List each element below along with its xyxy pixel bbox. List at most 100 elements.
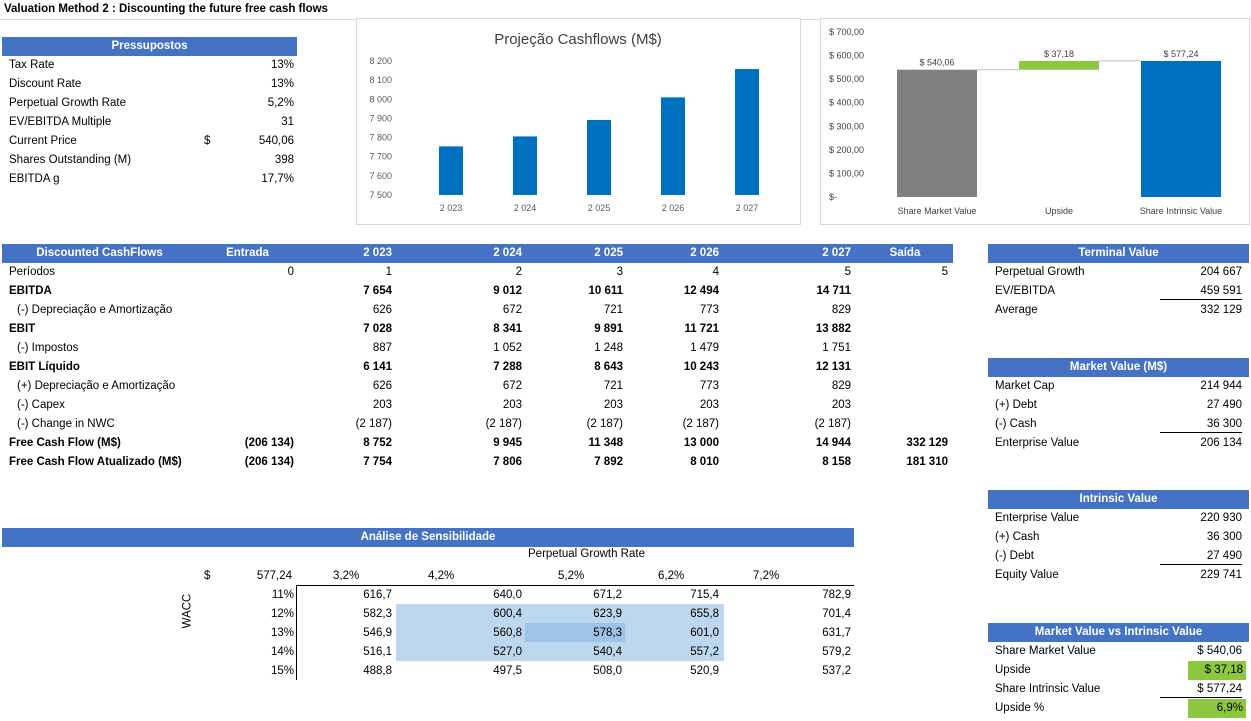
assumption-label: EV/EBITDA Multiple [9,116,112,128]
bar [735,69,759,195]
dcf-cell [848,339,948,358]
sensitivity-cell: 640,0 [493,589,522,601]
mvi-row-label: Share Market Value [995,645,1096,657]
assumption-label: EBITDA g [9,173,60,185]
dcf-cell: 626 [372,380,392,392]
dcf-cell: 7 754 [363,456,392,468]
sensitivity-row-header: 13% [270,627,294,639]
assumptions-header: Pressupostos [2,37,297,56]
dcf-cell: 626 [372,304,392,316]
dcf-cell: 3 [616,266,623,278]
mvi-row-value: 6,9% [1188,699,1246,718]
bar [587,119,611,195]
waterfall-bar [1141,60,1221,198]
dcf-cell: (2 187) [355,418,392,430]
dcf-cell: 773 [699,304,719,316]
dcf-cell: 1 248 [594,342,623,354]
intrinsic-row-label: Enterprise Value [995,512,1080,524]
dcf-cell: 181 310 [906,456,948,468]
x-tick-label: 2 026 [662,203,685,213]
assumption-label: Discount Rate [9,78,82,90]
dcf-cell: 7 654 [363,285,392,297]
dcf-cell: 0 [287,266,294,278]
y-tick-label: $ 200,00 [829,145,864,155]
y-tick-label: 8 100 [369,75,392,85]
dcf-cell: 672 [502,380,522,392]
market-row-label: (+) Debt [995,399,1037,411]
dcf-cell: 9 012 [493,285,522,297]
dcf-cell: 13 882 [815,323,851,335]
dcf-cell [194,339,294,358]
dcf-cell: 773 [699,380,719,392]
dcf-cell: 14 944 [815,437,851,449]
dcf-cell: 5 [844,266,851,278]
sensitivity-cell: 520,9 [690,665,719,677]
dcf-row-label: EBITDA [9,285,52,297]
dcf-cell: 8 752 [363,437,392,449]
sensitivity-col-title: Perpetual Growth Rate [528,548,645,560]
dcf-cell: 9 945 [493,437,522,449]
intrinsic-row-value: 36 300 [1206,531,1242,543]
sensitivity-row-header: 11% [271,589,294,601]
dcf-cell: 6 141 [363,361,392,373]
x-tick-label: 2 023 [440,203,463,213]
dcf-cell [848,301,948,320]
terminal-row-label: Average [995,304,1038,316]
dcf-cell: 203 [699,399,719,411]
intrinsic-row-value: 229 741 [1200,569,1242,581]
dcf-row-label: Free Cash Flow Atualizado (M$) [9,456,182,468]
dcf-cell: 1 052 [493,342,522,354]
dcf-row-label: (+) Depreciação e Amortização [17,380,176,392]
dcf-col-header: 2 025 [594,247,623,259]
sensitivity-col-header: 3,2% [333,570,360,582]
dcf-cell: 887 [372,342,392,354]
assumption-value: 5,2% [267,97,294,109]
chart-title: Projeção Cashflows (M$) [494,31,662,48]
dcf-row-label: EBIT [9,323,36,335]
terminal-header: Terminal Value [988,244,1249,263]
market-row-label: (-) Cash [995,418,1037,430]
dcf-cell: 721 [603,304,623,316]
dcf-cell: (2 187) [814,418,851,430]
dcf-cell: 8 158 [822,456,851,468]
sensitivity-cell: 579,2 [822,646,851,658]
sensitivity-cell: 701,4 [822,608,851,620]
sensitivity-cell: 540,4 [593,646,622,658]
dcf-cell: (206 134) [244,456,294,468]
sensitivity-cell: 601,0 [690,627,719,639]
sensitivity-cell: 782,9 [822,589,851,601]
intrinsic-header: Intrinsic Value [988,490,1249,509]
dcf-cell: 8 341 [493,323,522,335]
sensitivity-col-header: 7,2% [753,570,780,582]
dcf-cell: 7 288 [493,361,522,373]
dcf-row-label: Free Cash Flow (M$) [9,437,121,449]
sensitivity-cell: 623,9 [593,608,622,620]
assumption-value: 540,06 [258,135,294,147]
dcf-cell: 10 243 [683,361,719,373]
dcf-cell: 7 028 [363,323,392,335]
sensitivity-cell: 616,7 [363,589,392,601]
dcf-row-label: (-) Change in NWC [17,418,115,430]
dcf-col-header: Saída [889,247,921,259]
dcf-cell: 8 010 [690,456,719,468]
page-title: Valuation Method 2 : Discounting the fut… [4,3,328,15]
mvi-row-label: Upside % [995,702,1045,714]
mvi-row-label: Upside [995,664,1031,676]
assumption-label: Shares Outstanding (M) [9,154,132,166]
sensitivity-cell: 560,8 [493,627,522,639]
dcf-cell: (206 134) [244,437,294,449]
dcf-col-header: 2 026 [690,247,719,259]
sensitivity-cell: 671,2 [593,589,622,601]
y-tick-label: 7 500 [369,190,392,200]
sensitivity-col-header: 6,2% [658,570,685,582]
dcf-row-label: (-) Depreciação e Amortização [17,304,173,316]
market-row-label: Enterprise Value [995,437,1080,449]
assumption-value: 31 [281,116,294,128]
sensitivity-cell: 527,0 [493,646,522,658]
intrinsic-row-value: 220 930 [1200,512,1242,524]
dcf-cell: 721 [603,380,623,392]
terminal-row-value: 459 591 [1160,282,1242,300]
dcf-header-bar [2,244,953,263]
sensitivity-center-highlight [525,623,625,642]
x-tick-label: Share Intrinsic Value [1140,206,1222,216]
